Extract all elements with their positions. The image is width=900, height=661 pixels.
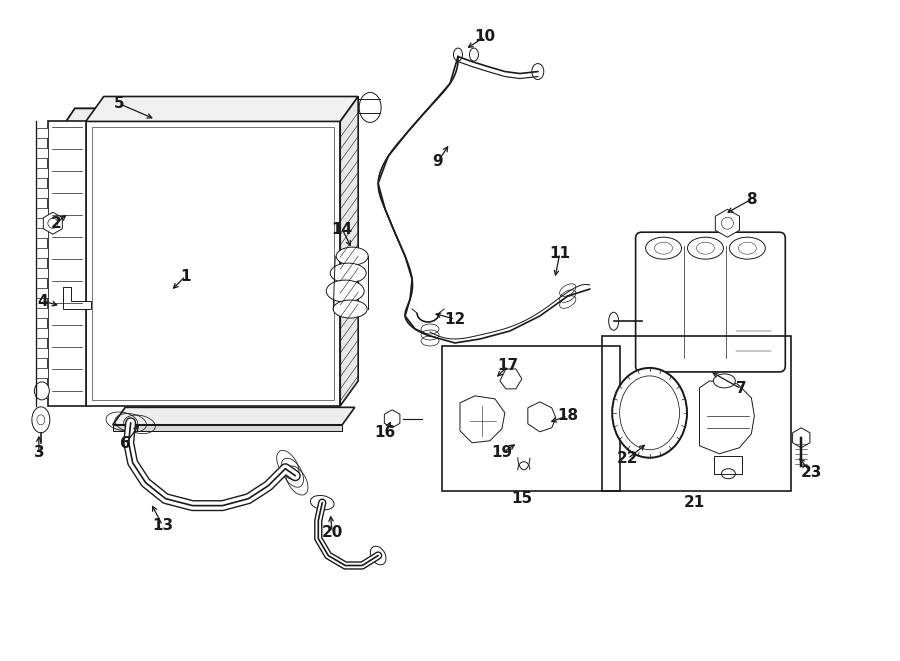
Text: 21: 21 <box>684 495 705 510</box>
Text: 9: 9 <box>433 154 444 169</box>
Text: 22: 22 <box>616 451 638 466</box>
Bar <box>602 336 791 490</box>
Text: 12: 12 <box>445 311 465 327</box>
Polygon shape <box>36 268 48 278</box>
Polygon shape <box>36 328 48 338</box>
Polygon shape <box>716 210 740 237</box>
Text: 23: 23 <box>801 465 822 480</box>
Polygon shape <box>63 287 91 309</box>
Ellipse shape <box>327 280 364 302</box>
Polygon shape <box>699 381 754 453</box>
Text: 20: 20 <box>321 525 343 540</box>
Text: 19: 19 <box>491 446 512 460</box>
Polygon shape <box>36 388 48 398</box>
Ellipse shape <box>645 237 681 259</box>
Text: 1: 1 <box>180 268 191 284</box>
Polygon shape <box>63 108 318 126</box>
Polygon shape <box>112 407 355 425</box>
Polygon shape <box>36 208 48 218</box>
Polygon shape <box>36 248 48 258</box>
Polygon shape <box>500 369 522 389</box>
Ellipse shape <box>714 374 735 388</box>
Ellipse shape <box>470 48 479 61</box>
Polygon shape <box>112 425 342 431</box>
Ellipse shape <box>359 93 381 122</box>
Ellipse shape <box>688 237 724 259</box>
Ellipse shape <box>612 368 687 457</box>
Polygon shape <box>527 402 556 432</box>
Polygon shape <box>86 122 340 406</box>
Polygon shape <box>793 428 810 447</box>
Polygon shape <box>36 288 48 298</box>
Polygon shape <box>43 212 62 234</box>
Text: 16: 16 <box>374 425 396 440</box>
Polygon shape <box>36 169 48 178</box>
Text: 14: 14 <box>332 221 353 237</box>
Polygon shape <box>36 348 48 358</box>
Ellipse shape <box>729 237 765 259</box>
Ellipse shape <box>608 312 618 330</box>
Text: 6: 6 <box>121 436 131 451</box>
Ellipse shape <box>532 63 544 79</box>
Polygon shape <box>36 228 48 238</box>
Polygon shape <box>715 455 742 474</box>
Polygon shape <box>48 122 86 406</box>
Polygon shape <box>86 97 358 122</box>
Text: 4: 4 <box>38 293 49 309</box>
Text: 15: 15 <box>511 491 533 506</box>
Text: 8: 8 <box>746 192 757 207</box>
Polygon shape <box>460 396 505 443</box>
Polygon shape <box>36 148 48 159</box>
Ellipse shape <box>333 300 367 318</box>
Ellipse shape <box>330 263 366 283</box>
Polygon shape <box>384 410 400 428</box>
Polygon shape <box>36 308 48 318</box>
Polygon shape <box>36 188 48 198</box>
Ellipse shape <box>337 247 368 265</box>
Text: 11: 11 <box>549 246 571 260</box>
Polygon shape <box>36 128 48 138</box>
Polygon shape <box>340 97 358 406</box>
Text: 18: 18 <box>557 408 579 423</box>
Text: 7: 7 <box>736 381 747 397</box>
Text: 17: 17 <box>498 358 518 373</box>
Text: 13: 13 <box>152 518 173 533</box>
Text: 10: 10 <box>474 29 496 44</box>
Ellipse shape <box>454 48 463 61</box>
Polygon shape <box>36 368 48 378</box>
Text: 3: 3 <box>33 446 44 460</box>
Text: 2: 2 <box>50 215 61 231</box>
FancyBboxPatch shape <box>635 232 786 372</box>
Bar <box>442 346 619 490</box>
Ellipse shape <box>32 407 50 433</box>
Text: 5: 5 <box>113 96 124 111</box>
Ellipse shape <box>34 382 50 400</box>
